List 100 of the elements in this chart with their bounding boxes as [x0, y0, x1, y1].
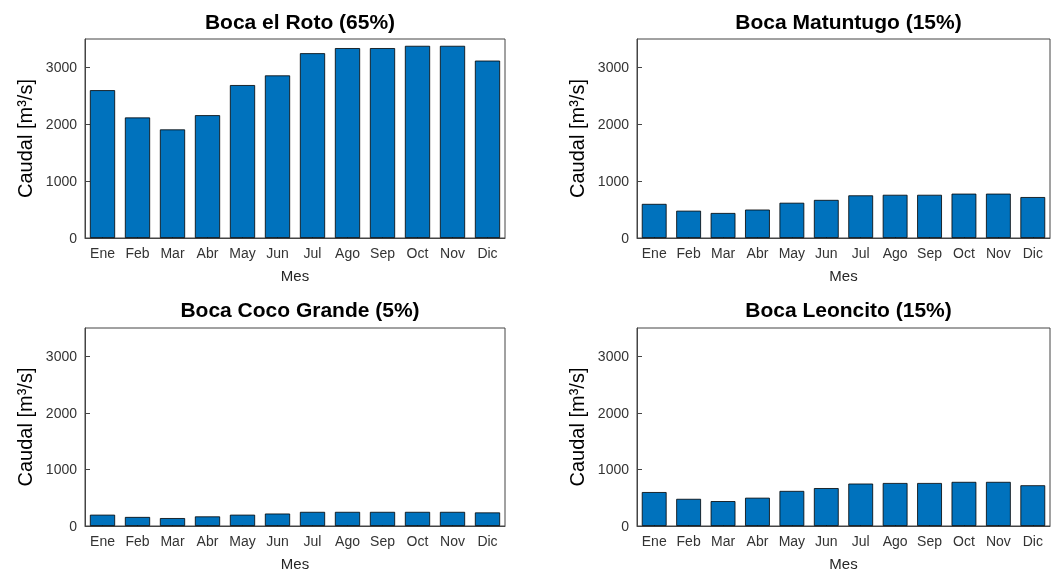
x-tick-label: Mar	[160, 533, 185, 549]
x-tick-label: Nov	[440, 245, 465, 261]
x-tick-label: Ene	[641, 245, 667, 261]
y-axis-title: Caudal [m³/s]	[565, 79, 588, 198]
x-tick-label: Oct	[953, 533, 975, 549]
bar	[1020, 197, 1046, 238]
bar	[848, 483, 874, 526]
bar	[813, 488, 839, 526]
bar	[985, 193, 1011, 238]
x-axis-title: Mes	[280, 267, 310, 284]
y-axis-title: Caudal [m³/s]	[13, 79, 36, 198]
chart-title: Boca Coco Grande (5%)	[180, 298, 420, 321]
bar	[334, 48, 361, 238]
x-tick-label: Feb	[676, 245, 701, 261]
x-tick-label: Nov	[985, 533, 1011, 549]
x-tick-label: Oct	[406, 533, 429, 549]
x-tick-label: Dic	[1022, 245, 1043, 261]
y-axis-title: Caudal [m³/s]	[565, 367, 588, 487]
bar	[474, 60, 501, 238]
bar	[951, 193, 977, 238]
chart-title: Boca Leoncito (15%)	[745, 298, 952, 321]
x-tick-label: Jul	[303, 533, 322, 549]
y-tick-label: 3000	[45, 59, 78, 76]
x-tick-label: Jul	[851, 533, 870, 549]
y-tick-label: 2000	[597, 404, 630, 421]
bar	[1020, 485, 1046, 526]
chart-title: Boca el Roto (65%)	[204, 10, 396, 33]
bar	[813, 199, 839, 238]
bar	[124, 117, 151, 238]
y-tick-label: 2000	[45, 404, 78, 421]
x-tick-label: Jun	[266, 245, 289, 261]
x-tick-label: May	[778, 245, 806, 261]
y-tick-label: 3000	[45, 348, 78, 365]
bar	[917, 194, 942, 238]
bar	[917, 483, 942, 526]
x-tick-label: Abr	[196, 245, 219, 261]
bar	[710, 212, 736, 238]
bar	[194, 115, 221, 238]
bar	[264, 75, 291, 238]
x-tick-label: Jun	[815, 245, 838, 261]
bar	[641, 492, 667, 526]
x-tick-label: Abr	[746, 245, 769, 261]
bar	[745, 209, 770, 238]
x-tick-label: Ago	[882, 245, 908, 261]
bar	[882, 194, 908, 238]
x-axis-title: Mes	[829, 267, 858, 284]
x-tick-label: Feb	[125, 533, 150, 549]
x-tick-label: Sep	[370, 245, 396, 261]
x-tick-label: Sep	[917, 245, 943, 261]
x-tick-label: Ene	[90, 533, 116, 549]
bar	[229, 85, 256, 238]
bar	[641, 203, 667, 238]
x-tick-label: Mar	[710, 533, 736, 549]
x-tick-label: Jul	[303, 245, 322, 261]
x-tick-label: Jun	[266, 533, 289, 549]
y-axis-title: Caudal [m³/s]	[13, 367, 36, 487]
y-tick-label: 2000	[45, 116, 78, 133]
y-tick-label: 2000	[597, 116, 630, 133]
y-tick-label: 1000	[45, 461, 78, 478]
y-tick-label: 3000	[597, 348, 630, 365]
y-tick-label: 1000	[597, 173, 630, 190]
x-tick-label: Abr	[746, 533, 769, 549]
bar	[439, 45, 466, 238]
x-tick-label: Jul	[851, 245, 870, 261]
y-tick-label: 1000	[45, 173, 78, 190]
y-tick-label: 1000	[597, 461, 630, 478]
x-tick-label: Ago	[882, 533, 908, 549]
x-tick-label: Ago	[335, 533, 361, 549]
y-tick-label: 0	[621, 230, 630, 246]
bar	[369, 48, 396, 238]
x-tick-label: Nov	[985, 245, 1011, 261]
x-tick-label: Dic	[1022, 533, 1043, 549]
x-tick-label: Ago	[335, 245, 361, 261]
y-tick-label: 0	[69, 518, 78, 534]
bar	[848, 195, 874, 238]
x-tick-label: Feb	[676, 533, 701, 549]
bar	[745, 497, 770, 526]
x-tick-label: Jun	[815, 533, 838, 549]
x-tick-label: Dic	[477, 245, 498, 261]
x-tick-label: Ene	[641, 533, 667, 549]
x-tick-label: Sep	[370, 533, 396, 549]
y-tick-label: 0	[69, 230, 78, 246]
x-tick-label: Abr	[196, 533, 219, 549]
x-tick-label: May	[778, 533, 806, 549]
x-tick-label: May	[229, 245, 256, 261]
x-tick-label: Oct	[953, 245, 975, 261]
y-tick-label: 3000	[597, 59, 630, 76]
bar	[779, 202, 805, 238]
x-tick-label: Sep	[917, 533, 943, 549]
bar	[299, 53, 326, 238]
bar	[676, 210, 702, 238]
x-tick-label: Nov	[440, 533, 465, 549]
x-tick-label: Oct	[406, 245, 429, 261]
bar	[779, 490, 805, 526]
bar	[676, 498, 702, 526]
bar	[159, 129, 186, 238]
x-tick-label: Mar	[710, 245, 736, 261]
y-tick-label: 0	[621, 518, 630, 534]
bar	[710, 501, 736, 526]
x-tick-label: Feb	[125, 245, 150, 261]
